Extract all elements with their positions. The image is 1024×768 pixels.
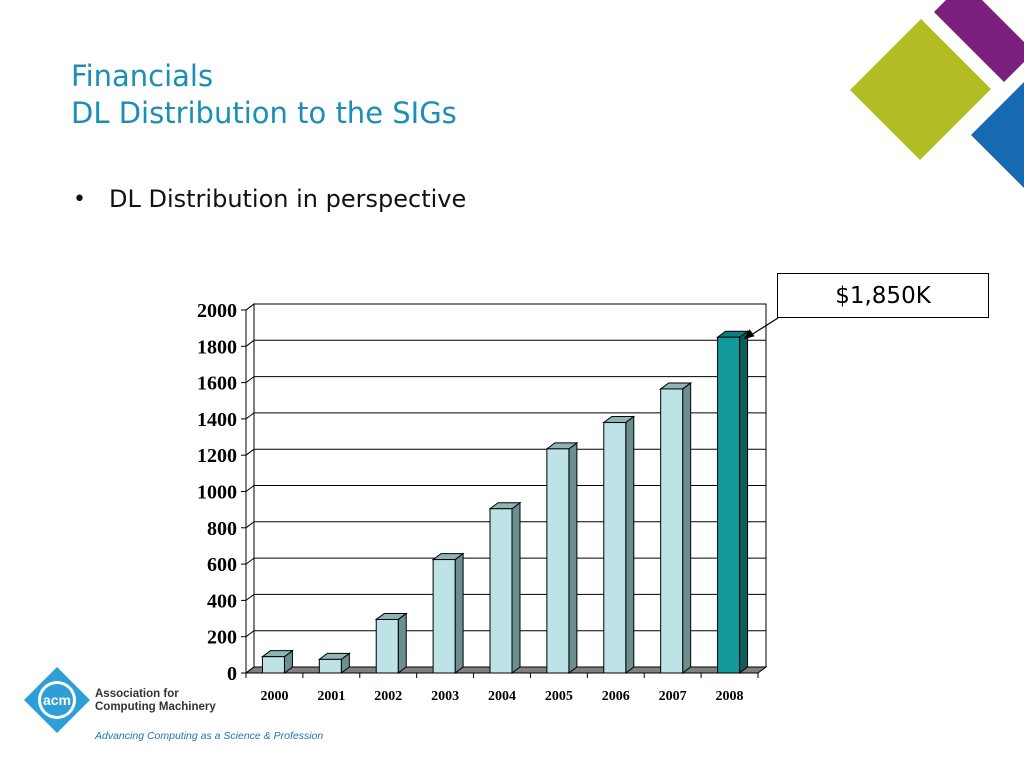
slide-title: Financials DL Distribution to the SIGs xyxy=(71,58,457,132)
bar-side xyxy=(739,330,749,674)
bar-2002 xyxy=(375,618,399,674)
x-tick-label: 2007 xyxy=(659,689,687,704)
gridline-depth xyxy=(245,448,255,456)
gridline-depth xyxy=(245,485,255,492)
callout-arrowhead xyxy=(743,329,755,340)
bar-2004 xyxy=(489,508,513,674)
title-line-1: Financials xyxy=(71,59,214,93)
bar-2000 xyxy=(261,656,285,674)
bar-side xyxy=(568,441,578,674)
bar-2008 xyxy=(717,336,741,674)
blue-diamond xyxy=(971,82,1024,188)
x-tick-label: 2001 xyxy=(317,689,345,704)
y-tick-label: 1400 xyxy=(197,409,237,431)
x-tick-label: 2000 xyxy=(260,689,288,704)
gridline-depth xyxy=(245,521,255,529)
org-name-line-1: Association for xyxy=(95,688,179,700)
gridline-depth xyxy=(245,630,255,638)
bar-side xyxy=(397,612,407,674)
purple-diamond xyxy=(934,0,1024,82)
gridline-depth xyxy=(245,303,255,311)
green-diamond xyxy=(850,19,991,160)
gridline-depth xyxy=(245,412,255,420)
x-tick-label: 2004 xyxy=(488,689,516,704)
y-tick-label: 200 xyxy=(207,627,237,649)
y-tick-label: 1200 xyxy=(197,445,237,467)
bullet-text: DL Distribution in perspective xyxy=(109,185,467,213)
bullet-item: • DL Distribution in perspective xyxy=(73,185,466,213)
bar-2001 xyxy=(318,658,342,674)
org-tagline: Advancing Computing as a Science & Profe… xyxy=(95,730,324,742)
y-tick-label: 800 xyxy=(207,518,237,540)
y-tick-label: 0 xyxy=(227,663,237,685)
bullet-dot: • xyxy=(73,186,86,212)
gridline-depth xyxy=(245,339,255,347)
org-name-line-2: Computing Machinery xyxy=(95,701,216,713)
x-tick-label: 2008 xyxy=(716,689,744,704)
y-tick-label: 1800 xyxy=(197,336,237,358)
bar-side xyxy=(682,381,692,674)
x-tick-label: 2003 xyxy=(431,689,459,704)
bar-2007 xyxy=(660,388,684,674)
bar-2003 xyxy=(432,559,456,674)
y-tick-label: 2000 xyxy=(197,300,237,322)
y-tick-label: 400 xyxy=(207,590,237,612)
y-tick-label: 600 xyxy=(207,554,237,576)
logo-mark-text: acm xyxy=(43,692,71,708)
gridline-depth xyxy=(245,557,255,565)
bar-2005 xyxy=(546,448,570,674)
x-tick-label: 2005 xyxy=(545,689,573,704)
bar-side xyxy=(454,552,464,674)
gridline-depth xyxy=(245,376,255,384)
value-callout: $1,850K xyxy=(777,273,989,318)
x-tick-label: 2006 xyxy=(602,689,630,704)
callout-text: $1,850K xyxy=(835,282,931,309)
y-tick-label: 1000 xyxy=(197,482,237,504)
y-tick-label: 1600 xyxy=(197,373,237,395)
gridline-depth xyxy=(245,594,255,601)
bar-side xyxy=(511,501,521,674)
bar-2006 xyxy=(603,422,627,674)
x-tick-label: 2002 xyxy=(374,689,402,704)
corner-decoration xyxy=(850,0,1024,188)
title-line-2: DL Distribution to the SIGs xyxy=(71,96,457,130)
acm-logo-icon: acm xyxy=(24,667,90,733)
bar-side xyxy=(625,415,635,674)
